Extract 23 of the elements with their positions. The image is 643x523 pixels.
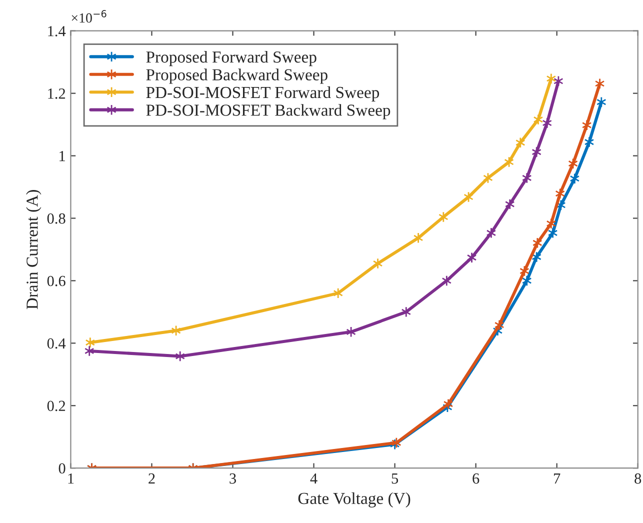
y-tick-label: 1.2 (48, 88, 66, 99)
y-tick-label: 0 (58, 463, 66, 474)
legend-label: Proposed Backward Sweep (146, 68, 328, 84)
x-tick-label: 6 (472, 473, 480, 484)
y-tick-label: 1 (60, 150, 65, 162)
legend-label: PD-SOI-MOSFET Backward Sweep (146, 104, 390, 120)
y-axis-title: Drain Current (A) (26, 190, 42, 310)
text: ×10$^{−6}$ (72, 10, 106, 23)
legend-label: Proposed Forward Sweep (146, 50, 316, 66)
legend-label: PD-SOI-MOSFET Forward Sweep (146, 86, 380, 102)
x-tick-label: 8 (634, 473, 642, 484)
x-tick-label: 7 (554, 474, 560, 484)
y-tick-label: 0.6 (47, 276, 66, 286)
y-tick-label: 1.4 (48, 26, 66, 36)
y-tick-label: 0.2 (47, 400, 66, 412)
x-tick-label: 4 (310, 473, 318, 484)
y-tick-label: 0.8 (47, 213, 66, 224)
x-tick-label: 1 (68, 473, 74, 484)
x-tick-label: 2 (148, 473, 155, 484)
x-tick-label: 5 (392, 474, 398, 484)
x-tick-label: 3 (230, 473, 236, 484)
x-axis-title: Gate Voltage (V) (298, 492, 410, 508)
y-tick-label: 0.4 (47, 338, 66, 349)
